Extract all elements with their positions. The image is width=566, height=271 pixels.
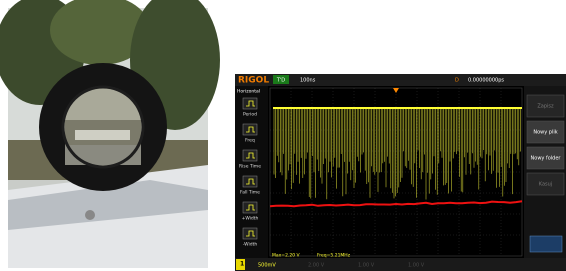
menu-title: Horizontal — [237, 89, 260, 95]
channel-scale: 1.00 V — [358, 263, 375, 269]
menu-button-label: Nowy plik — [533, 130, 557, 136]
measurement: Max=2.20 V — [272, 253, 301, 259]
status: T'D — [276, 78, 285, 84]
menu-icon — [243, 228, 257, 239]
menu-item: Fall Time — [240, 190, 260, 196]
photo — [0, 0, 220, 268]
channel-scale: 500mV — [258, 263, 276, 269]
brand: RIGOL — [238, 76, 269, 86]
page: RIGOL T'D 100ns D 0.00000000ps Horizonta… — [0, 0, 566, 271]
menu-item: -Width — [243, 242, 258, 248]
trigger-offset: 0.00000000ps — [468, 78, 504, 84]
menu-icon — [243, 150, 257, 161]
back-button[interactable] — [530, 236, 562, 252]
menu-icon — [243, 176, 257, 187]
channel-number: 1 — [240, 261, 244, 268]
oscilloscope — [235, 74, 566, 271]
timebase: 100ns — [300, 78, 316, 84]
menu-button-label: Nowy folder — [531, 156, 562, 162]
trigger-label: D — [455, 78, 459, 84]
measurement: Freq=5.21MHz — [317, 253, 351, 259]
menu-button-label: Zapisz — [537, 104, 554, 110]
menu-item: Rise Time — [239, 164, 261, 170]
menu-icon — [243, 202, 257, 213]
menu-button-label: Kasuj — [539, 182, 552, 188]
menu-item: Period — [243, 112, 257, 118]
channel-scale: 2.00 V — [308, 263, 325, 269]
menu-icon — [243, 98, 257, 109]
menu-icon — [243, 124, 257, 135]
menu-item: Freq — [245, 138, 255, 144]
menu-item: +Width — [242, 216, 259, 222]
channel-scale: 1.00 V — [408, 263, 425, 269]
